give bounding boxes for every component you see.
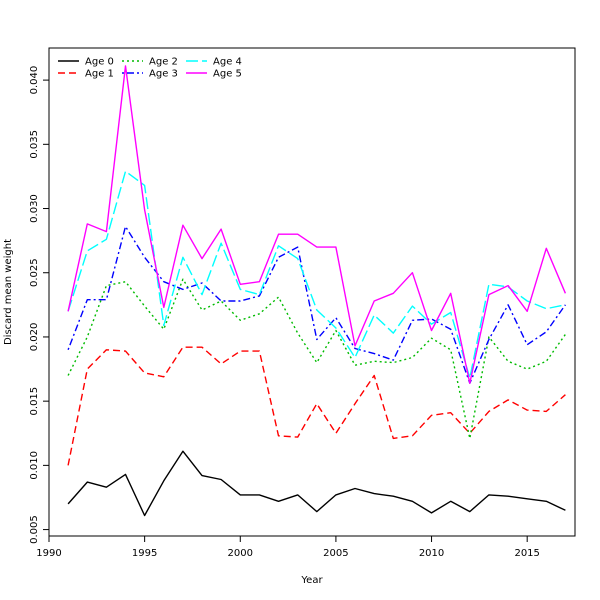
x-tick-label: 1995: [132, 548, 157, 559]
x-tick-label: 2000: [228, 548, 253, 559]
series-lines: [67, 65, 567, 517]
y-tick-label: 0.025: [29, 258, 40, 287]
series-line-age-1: [67, 346, 566, 466]
x-tick-label: 2005: [323, 548, 348, 559]
legend-label: Age 3: [149, 69, 178, 80]
x-tick-label: 2010: [419, 548, 444, 559]
series-line-age-2: [67, 278, 566, 440]
y-tick-label: 0.040: [29, 66, 40, 95]
series-line-age-5: [67, 65, 567, 384]
legend-label: Age 0: [85, 57, 114, 68]
x-tick-label: 1990: [36, 548, 61, 559]
legend-label: Age 2: [149, 57, 178, 68]
y-tick-label: 0.020: [29, 323, 40, 352]
y-tick-label: 0.005: [29, 515, 40, 544]
legend-label: Age 5: [213, 69, 242, 80]
series-line-age-3: [67, 225, 566, 384]
y-tick-label: 0.010: [29, 451, 40, 480]
legend-label: Age 4: [213, 57, 242, 68]
legend-label: Age 1: [85, 69, 114, 80]
axes: 1990 1995 2000 2005 2010 2015 0.005 0.010 0.015 0…: [29, 66, 540, 559]
y-axis-label: Discard mean weight: [3, 239, 14, 345]
y-tick-label: 0.030: [29, 194, 40, 223]
plot-frame: [48, 47, 576, 537]
y-tick-label: 0.015: [29, 387, 40, 416]
x-tick-label: 2015: [514, 548, 539, 559]
series-line-age-0: [67, 450, 566, 517]
series-line-age-4: [67, 170, 566, 379]
y-tick-label: 0.035: [29, 130, 40, 159]
x-axis-label: Year: [300, 575, 323, 586]
